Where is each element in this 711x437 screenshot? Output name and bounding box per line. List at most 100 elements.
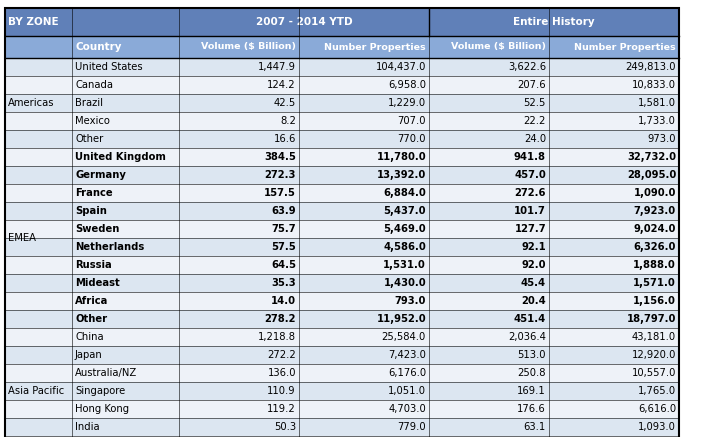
Text: 7,423.0: 7,423.0	[388, 350, 426, 360]
Bar	[5, 8, 679, 36]
Text: Sweden: Sweden	[75, 224, 119, 234]
Text: 973.0: 973.0	[648, 134, 676, 144]
Bar	[5, 400, 679, 418]
Text: 35.3: 35.3	[272, 278, 296, 288]
Text: 1,229.0: 1,229.0	[388, 98, 426, 108]
Text: Netherlands: Netherlands	[75, 242, 144, 252]
Text: 20.4: 20.4	[521, 296, 546, 306]
Text: Other: Other	[75, 134, 103, 144]
Text: 6,326.0: 6,326.0	[634, 242, 676, 252]
Text: Volume ($ Billion): Volume ($ Billion)	[201, 42, 296, 52]
Text: 384.5: 384.5	[264, 152, 296, 162]
Text: BY ZONE: BY ZONE	[8, 17, 58, 27]
Text: Australia/NZ: Australia/NZ	[75, 368, 137, 378]
Bar	[5, 274, 679, 292]
Text: 127.7: 127.7	[514, 224, 546, 234]
Bar	[5, 346, 679, 364]
Bar	[5, 36, 679, 58]
Bar	[5, 364, 679, 382]
Text: 1,218.8: 1,218.8	[258, 332, 296, 342]
Text: United States: United States	[75, 62, 143, 72]
Bar	[5, 292, 679, 310]
Text: 5,437.0: 5,437.0	[383, 206, 426, 216]
Text: Singapore: Singapore	[75, 386, 125, 396]
Text: Entire History: Entire History	[513, 17, 595, 27]
Text: 14.0: 14.0	[271, 296, 296, 306]
Bar	[5, 220, 679, 238]
Text: 16.6: 16.6	[274, 134, 296, 144]
Bar	[5, 238, 679, 256]
Text: 124.2: 124.2	[267, 80, 296, 90]
Text: 2,036.4: 2,036.4	[508, 332, 546, 342]
Text: Germany: Germany	[75, 170, 126, 180]
Bar	[5, 436, 679, 437]
Text: 272.2: 272.2	[267, 350, 296, 360]
Text: 779.0: 779.0	[397, 422, 426, 432]
Bar	[5, 148, 679, 166]
Text: 4,586.0: 4,586.0	[383, 242, 426, 252]
Text: 136.0: 136.0	[267, 368, 296, 378]
Text: 28,095.0: 28,095.0	[627, 170, 676, 180]
Text: 1,093.0: 1,093.0	[638, 422, 676, 432]
Text: 57.5: 57.5	[272, 242, 296, 252]
Text: 1,581.0: 1,581.0	[638, 98, 676, 108]
Text: 9,024.0: 9,024.0	[634, 224, 676, 234]
Text: 10,833.0: 10,833.0	[632, 80, 676, 90]
Text: 207.6: 207.6	[518, 80, 546, 90]
Text: 2007 - 2014 YTD: 2007 - 2014 YTD	[256, 17, 353, 27]
Text: 12,920.0: 12,920.0	[631, 350, 676, 360]
Text: 63.1: 63.1	[524, 422, 546, 432]
Text: 1,430.0: 1,430.0	[383, 278, 426, 288]
Text: 1,447.9: 1,447.9	[258, 62, 296, 72]
Text: 278.2: 278.2	[264, 314, 296, 324]
Text: 10,557.0: 10,557.0	[631, 368, 676, 378]
Text: 11,780.0: 11,780.0	[376, 152, 426, 162]
Text: 52.5: 52.5	[523, 98, 546, 108]
Text: 18,797.0: 18,797.0	[626, 314, 676, 324]
Text: France: France	[75, 188, 112, 198]
Text: 707.0: 707.0	[397, 116, 426, 126]
Text: Spain: Spain	[75, 206, 107, 216]
Text: 63.9: 63.9	[272, 206, 296, 216]
Bar	[5, 310, 679, 328]
Text: 169.1: 169.1	[517, 386, 546, 396]
Text: Mexico: Mexico	[75, 116, 110, 126]
Bar	[5, 418, 679, 436]
Text: United Kingdom: United Kingdom	[75, 152, 166, 162]
Bar	[5, 382, 679, 400]
Text: 176.6: 176.6	[517, 404, 546, 414]
Text: 451.4: 451.4	[514, 314, 546, 324]
Bar	[5, 328, 679, 346]
Text: Number Properties: Number Properties	[574, 42, 676, 52]
Text: 1,733.0: 1,733.0	[638, 116, 676, 126]
Text: 157.5: 157.5	[264, 188, 296, 198]
Text: Americas: Americas	[8, 98, 55, 108]
Text: 1,090.0: 1,090.0	[634, 188, 676, 198]
Text: 75.7: 75.7	[272, 224, 296, 234]
Text: 22.2: 22.2	[523, 116, 546, 126]
Text: Africa: Africa	[75, 296, 108, 306]
Text: China: China	[75, 332, 104, 342]
Text: Other: Other	[75, 314, 107, 324]
Bar	[5, 94, 679, 112]
Text: 1,156.0: 1,156.0	[633, 296, 676, 306]
Text: 513.0: 513.0	[518, 350, 546, 360]
Text: Number Properties: Number Properties	[324, 42, 426, 52]
Text: 6,958.0: 6,958.0	[388, 80, 426, 90]
Text: 101.7: 101.7	[514, 206, 546, 216]
Text: 13,392.0: 13,392.0	[377, 170, 426, 180]
Bar	[5, 130, 679, 148]
Text: 6,616.0: 6,616.0	[638, 404, 676, 414]
Text: 92.1: 92.1	[521, 242, 546, 252]
Text: 42.5: 42.5	[274, 98, 296, 108]
Bar	[5, 112, 679, 130]
Text: 793.0: 793.0	[395, 296, 426, 306]
Text: 770.0: 770.0	[397, 134, 426, 144]
Bar	[5, 202, 679, 220]
Text: Canada: Canada	[75, 80, 113, 90]
Text: 272.3: 272.3	[264, 170, 296, 180]
Text: 24.0: 24.0	[524, 134, 546, 144]
Text: 92.0: 92.0	[521, 260, 546, 270]
Text: 45.4: 45.4	[521, 278, 546, 288]
Text: 941.8: 941.8	[514, 152, 546, 162]
